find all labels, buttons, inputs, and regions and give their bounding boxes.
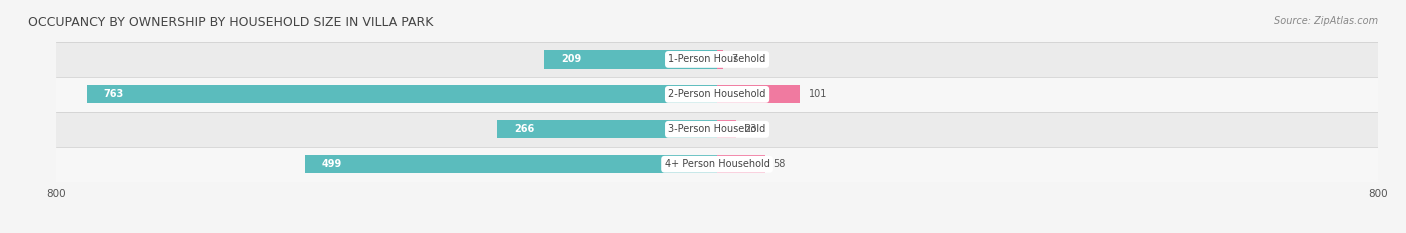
- Text: 7: 7: [731, 55, 737, 64]
- Text: OCCUPANCY BY OWNERSHIP BY HOUSEHOLD SIZE IN VILLA PARK: OCCUPANCY BY OWNERSHIP BY HOUSEHOLD SIZE…: [28, 16, 433, 29]
- Text: Source: ZipAtlas.com: Source: ZipAtlas.com: [1274, 16, 1378, 26]
- Bar: [56, 77, 1378, 112]
- Bar: [717, 120, 737, 138]
- Bar: [87, 85, 717, 103]
- Bar: [498, 120, 717, 138]
- Bar: [717, 85, 800, 103]
- Text: 499: 499: [322, 159, 342, 169]
- Text: 266: 266: [513, 124, 534, 134]
- Text: 23: 23: [744, 124, 756, 134]
- Text: 58: 58: [773, 159, 786, 169]
- Text: 209: 209: [561, 55, 581, 64]
- Bar: [717, 50, 723, 69]
- Bar: [56, 112, 1378, 147]
- Bar: [305, 155, 717, 173]
- Bar: [56, 147, 1378, 182]
- Text: 1-Person Household: 1-Person Household: [668, 55, 766, 64]
- Text: 763: 763: [103, 89, 124, 99]
- Bar: [544, 50, 717, 69]
- Text: 4+ Person Household: 4+ Person Household: [665, 159, 769, 169]
- Text: 101: 101: [808, 89, 827, 99]
- Bar: [56, 42, 1378, 77]
- Text: 2-Person Household: 2-Person Household: [668, 89, 766, 99]
- Text: 3-Person Household: 3-Person Household: [668, 124, 766, 134]
- Bar: [717, 155, 765, 173]
